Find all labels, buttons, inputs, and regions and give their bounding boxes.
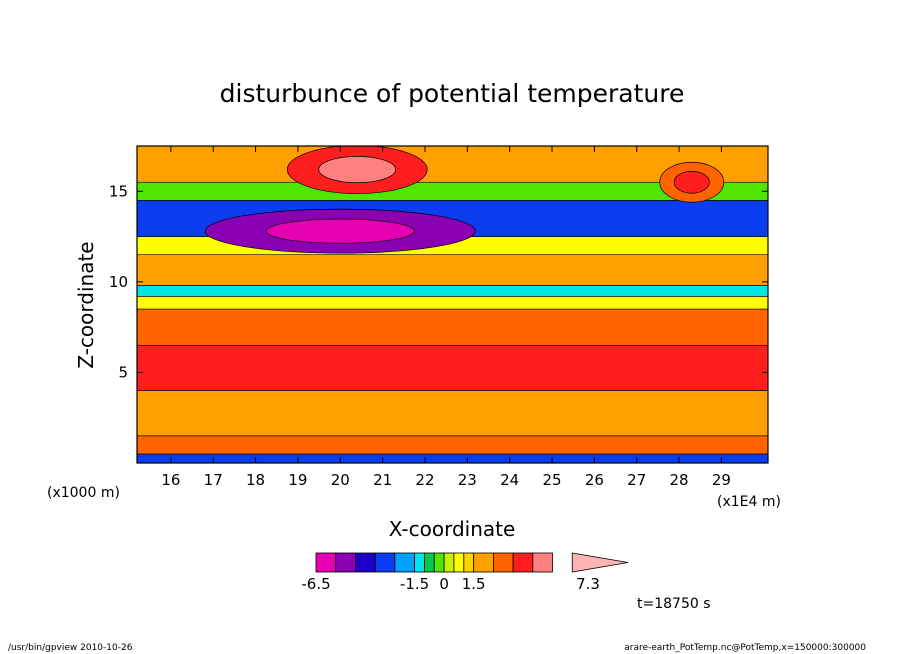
x-axis: 16 17 18 19 20 21 22 23 24 25 26 27 28 29 [161,146,731,489]
contour-band [137,435,768,455]
colorbar-label: 0 [439,575,449,593]
contour-band [137,344,768,391]
x-tick-label: 28 [670,471,689,489]
colorbar-swatch [374,552,396,573]
colorbar-swatch [512,552,534,573]
contour-band [137,308,768,346]
x-tick-label: 17 [204,471,223,489]
x-tick-label: 29 [712,471,731,489]
colorbar-arrow [571,552,629,573]
x-tick-label: 25 [542,471,561,489]
contour-band [137,296,768,310]
colorbar-label: 1.5 [462,575,486,593]
contour-feature-core [318,155,397,184]
x-tick-label: 20 [331,471,350,489]
plot-frame [136,145,769,464]
contour-band [137,285,768,297]
x-tick-label: 21 [373,471,392,489]
footer-right: arare-earth_PotTemp.nc@PotTemp,x=150000:… [624,643,866,653]
colorbar-swatch [492,552,514,573]
colorbar-label: -1.5 [400,575,429,593]
colorbar-swatch [355,552,376,573]
contour-field [137,146,768,463]
x-tick-label: 23 [458,471,477,489]
colorbar-swatch [443,552,455,573]
contour-band [137,390,768,437]
x-unit-left: (x1000 m) [47,485,120,501]
y-axis: 5 10 15 [109,182,768,381]
contour-feature-core [265,218,415,244]
colorbar-swatch [532,552,553,573]
x-tick-label: 19 [288,471,307,489]
contour-feature-core [673,170,710,194]
colorbar-swatch [424,552,435,573]
colorbar-label: -6.5 [301,575,330,593]
x-tick-label: 18 [246,471,265,489]
colorbar [315,552,629,573]
chart-title: disturbunce of potential temperature [220,79,685,108]
contour-band [137,453,768,463]
colorbar-swatch [414,552,425,573]
x-tick-label: 27 [627,471,646,489]
y-tick-label: 10 [109,273,128,291]
x-unit-right: (x1E4 m) [717,494,781,510]
y-tick-label: 5 [118,363,128,381]
footer-left: /usr/bin/gpview 2010-10-26 [8,643,133,653]
colorbar-swatch [335,552,356,573]
contour-band [137,254,768,286]
x-axis-label: X-coordinate [389,517,516,541]
colorbar-label: 7.3 [576,575,600,593]
y-axis-label: Z-coordinate [74,241,98,368]
colorbar-swatch [463,552,475,573]
x-tick-label: 24 [500,471,519,489]
x-tick-label: 16 [161,471,180,489]
y-tick-label: 15 [109,182,128,200]
x-tick-label: 26 [585,471,604,489]
time-label: t=18750 s [637,596,711,612]
colorbar-swatch [394,552,415,573]
colorbar-labels: -6.5 -1.5 0 1.5 7.3 [301,575,600,593]
colorbar-swatch [473,552,494,573]
colorbar-swatch [315,552,337,573]
colorbar-swatch [453,552,465,573]
colorbar-swatch [433,552,445,573]
x-tick-label: 22 [415,471,434,489]
